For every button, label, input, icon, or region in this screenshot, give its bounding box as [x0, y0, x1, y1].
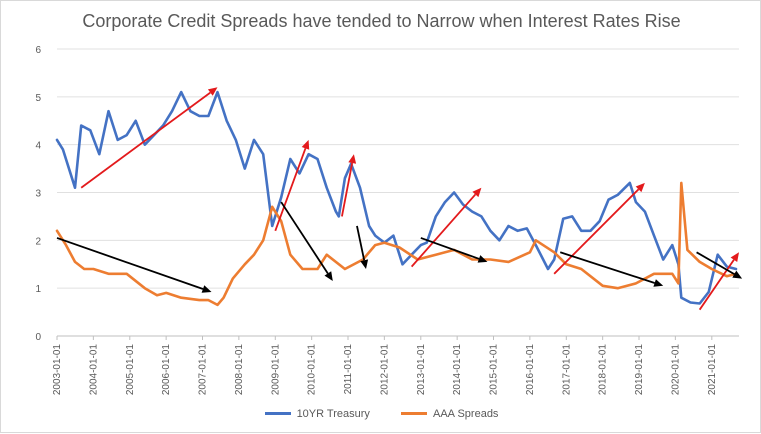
x-tick-label: 2006-01-01 [161, 344, 172, 396]
trend-arrow-down [356, 225, 366, 261]
trend-arrow-down [420, 237, 480, 260]
x-tick-label: 2015-01-01 [489, 344, 500, 396]
trend-arrowhead-down [324, 271, 333, 281]
trend-arrow-down [56, 237, 204, 290]
x-tick-label: 2008-01-01 [234, 344, 245, 396]
x-tick-label: 2021-01-01 [707, 344, 718, 396]
legend: 10YR Treasury AAA Spreads [1, 406, 761, 420]
trend-arrowhead-up [207, 87, 218, 96]
trend-arrowhead-down [360, 259, 369, 269]
trend-arrow-up [410, 193, 477, 268]
x-tick-label: 2019-01-01 [634, 344, 645, 396]
trend-arrowhead-up [348, 154, 357, 164]
y-tick-label: 0 [35, 332, 41, 343]
legend-label-treasury: 10YR Treasury [296, 407, 370, 420]
x-tick-label: 2009-01-01 [270, 344, 281, 396]
chart-title: Corporate Credit Spreads have tended to … [82, 11, 681, 31]
annotation-arrows [56, 87, 743, 311]
legend-swatch-treasury [264, 412, 291, 415]
x-tick-label: 2012-01-01 [379, 344, 390, 396]
trend-arrowhead-down [732, 270, 743, 279]
trend-arrowhead-up [730, 252, 739, 262]
y-tick-label: 2 [35, 236, 41, 247]
gridlines [57, 48, 739, 337]
trend-arrow-up [80, 91, 211, 189]
x-tick-label: 2014-01-01 [452, 344, 463, 396]
trend-arrow-down [280, 201, 329, 274]
y-tick-label: 4 [35, 141, 41, 152]
series-lines [55, 90, 738, 307]
trend-arrow-up [341, 162, 354, 217]
trend-arrowhead-up [472, 187, 482, 198]
trend-arrow-down [559, 251, 655, 284]
legend-label-spreads: AAA Spreads [433, 407, 499, 420]
y-tick-label: 6 [35, 45, 41, 56]
x-tick-label: 2020-01-01 [670, 344, 681, 396]
x-tick-label: 2005-01-01 [125, 344, 136, 396]
x-tick-label: 2007-01-01 [198, 344, 209, 396]
trend-arrowhead-up [301, 139, 310, 150]
trend-arrow-up [698, 259, 735, 311]
trend-arrowhead-down [653, 279, 664, 287]
trend-arrowhead-up [635, 182, 645, 193]
series-line-aaa-spreads [55, 181, 738, 307]
legend-item-spreads: AAA Spreads [401, 408, 498, 420]
trend-arrow-up [553, 188, 640, 275]
x-tick-label: 2010-01-01 [307, 344, 318, 396]
trend-arrowhead-down [201, 285, 212, 293]
series-line-10yr-treasury [55, 90, 738, 305]
x-tick-label: 2011-01-01 [343, 344, 354, 395]
legend-swatch-spreads [401, 412, 427, 415]
x-tick-label: 2016-01-01 [525, 344, 536, 396]
x-axis-ticks: 2003-01-01 2004-01-01 2005-01-01 2006-01-01… [52, 336, 718, 395]
trend-arrowhead-down [477, 255, 488, 263]
x-tick-label: 2017-01-01 [561, 344, 572, 396]
x-tick-label: 2003-01-01 [52, 344, 63, 396]
trend-arrow-down [696, 251, 735, 275]
x-tick-label: 2018-01-01 [598, 344, 609, 396]
y-tick-label: 5 [35, 93, 41, 104]
y-tick-label: 1 [35, 284, 41, 295]
legend-item-treasury: 10YR Treasury [264, 407, 370, 420]
x-tick-label: 2013-01-01 [416, 344, 427, 396]
y-tick-label: 3 [35, 189, 41, 200]
trend-arrow-up [274, 148, 307, 232]
x-tick-label: 2004-01-01 [88, 344, 99, 396]
y-axis-ticks: 0 1 2 3 4 5 6 [35, 45, 41, 343]
